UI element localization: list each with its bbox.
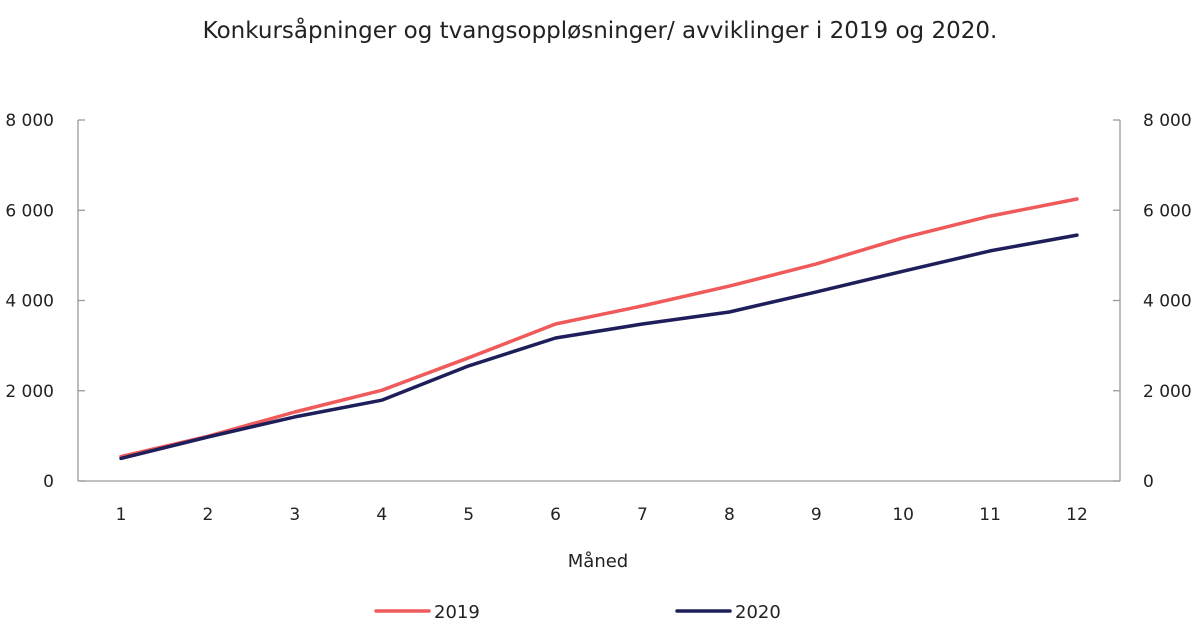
x-tick-label: 7: [637, 505, 648, 525]
legend-item-2019: 2019: [374, 602, 480, 623]
legend-label: 2019: [434, 602, 480, 623]
series-group: [119, 197, 1079, 461]
y-tick-label-right: 0: [1143, 472, 1154, 492]
x-axis-label: Måned: [568, 551, 628, 572]
chart-title: Konkursåpninger og tvangsoppløsninger/ a…: [203, 16, 998, 44]
y-tick-label-right: 8 000: [1143, 111, 1192, 131]
x-tick-label: 11: [979, 505, 1001, 525]
x-tick-label: 3: [289, 505, 300, 525]
y-tick-label-left: 0: [43, 472, 54, 492]
series-line-2019: [119, 197, 1079, 459]
legend-label: 2020: [735, 602, 781, 623]
x-tick-label: 4: [376, 505, 387, 525]
x-tick-label: 1: [116, 505, 127, 525]
y-tick-label-right: 6 000: [1143, 201, 1192, 221]
y-tick-label-left: 4 000: [5, 292, 54, 312]
x-tick-label: 8: [724, 505, 735, 525]
x-tick-label: 10: [892, 505, 914, 525]
x-tick-label: 9: [811, 505, 822, 525]
x-tick-label: 12: [1066, 505, 1088, 525]
x-tick-label: 5: [463, 505, 474, 525]
y-tick-label-left: 8 000: [5, 111, 54, 131]
legend-item-2020: 2020: [675, 602, 781, 623]
legend: 2019 2020: [374, 602, 781, 623]
y-tick-label-right: 2 000: [1143, 382, 1192, 402]
y-tick-label-left: 2 000: [5, 382, 54, 402]
y-tick-label-left: 6 000: [5, 201, 54, 221]
axes: 0 0 2 000 2 000 4 000 4 000 6 000 6 000 8 000 8 0…: [5, 111, 1191, 525]
x-tick-label: 2: [202, 505, 213, 525]
x-tick-label: 6: [550, 505, 561, 525]
y-tick-label-right: 4 000: [1143, 292, 1192, 312]
series-line-2020: [119, 233, 1079, 461]
